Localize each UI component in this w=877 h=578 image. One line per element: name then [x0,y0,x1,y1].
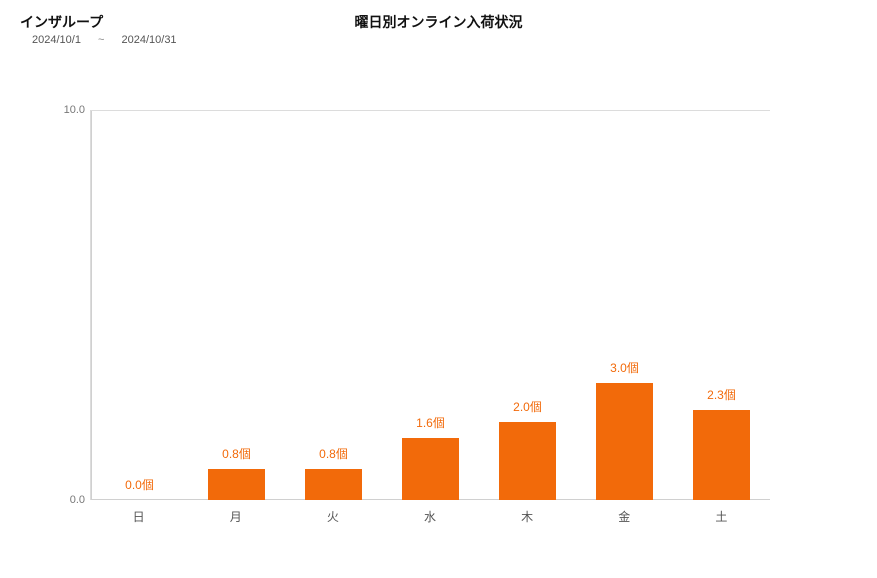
bar-slot: 2.0個 [479,111,576,500]
bar-value-label: 0.8個 [319,447,348,461]
x-tick-label: 金 [576,508,673,525]
date-to: 2024/10/31 [122,34,177,46]
bars-container: 0.0個 0.8個 0.8個 1.6個 2.0個 3.0個 2.3個 [91,111,770,500]
bar-label-wrap: 2.3個 [673,386,770,404]
x-tick-label: 月 [187,508,284,525]
header: インザループ 曜日別オンライン入荷状況 2024/10/1 ~ 2024/10/… [20,10,857,60]
page-root: インザループ 曜日別オンライン入荷状況 2024/10/1 ~ 2024/10/… [0,0,877,578]
bar-label-wrap: 0.0個 [91,476,188,494]
chart-title: 曜日別オンライン入荷状況 [20,12,857,32]
bar-slot: 0.0個 [91,111,188,500]
bar-slot: 3.0個 [576,111,673,500]
bar-slot: 2.3個 [673,111,770,500]
date-range: 2024/10/1 ~ 2024/10/31 [32,34,177,46]
date-separator: ~ [98,34,104,46]
bar-label-wrap: 3.0個 [576,359,673,377]
bar [305,469,361,500]
chart-plot: 0.010.0 0.0個0.8個0.8個1.6個2.0個3.0個2.3個 [91,111,770,500]
bar-value-label: 0.8個 [222,447,251,461]
bar [596,383,652,500]
bar [693,410,749,500]
bar-slot: 0.8個 [285,111,382,500]
chart-area: 0.010.0 0.0個0.8個0.8個1.6個2.0個3.0個2.3個 [90,110,770,500]
bar-slot: 0.8個 [188,111,285,500]
y-tick-label: 10.0 [43,104,85,116]
bar-value-label: 0.0個 [125,478,154,492]
x-tick-label: 火 [284,508,381,525]
date-from: 2024/10/1 [32,34,81,46]
bar-label-wrap: 0.8個 [188,445,285,463]
bar-label-wrap: 2.0個 [479,398,576,416]
bar-value-label: 1.6個 [416,416,445,430]
bar-slot: 1.6個 [382,111,479,500]
x-tick-label: 日 [90,508,187,525]
x-axis-labels: 日月火水木金土 [90,508,770,525]
bar [208,469,264,500]
bar [402,438,458,500]
bar-value-label: 3.0個 [610,361,639,375]
bar-label-wrap: 1.6個 [382,414,479,432]
x-tick-label: 土 [673,508,770,525]
x-tick-label: 木 [479,508,576,525]
bar-label-wrap: 0.8個 [285,445,382,463]
bar-value-label: 2.3個 [707,388,736,402]
bar-value-label: 2.0個 [513,400,542,414]
x-tick-label: 水 [381,508,478,525]
y-tick-label: 0.0 [43,494,85,506]
bar [499,422,555,500]
